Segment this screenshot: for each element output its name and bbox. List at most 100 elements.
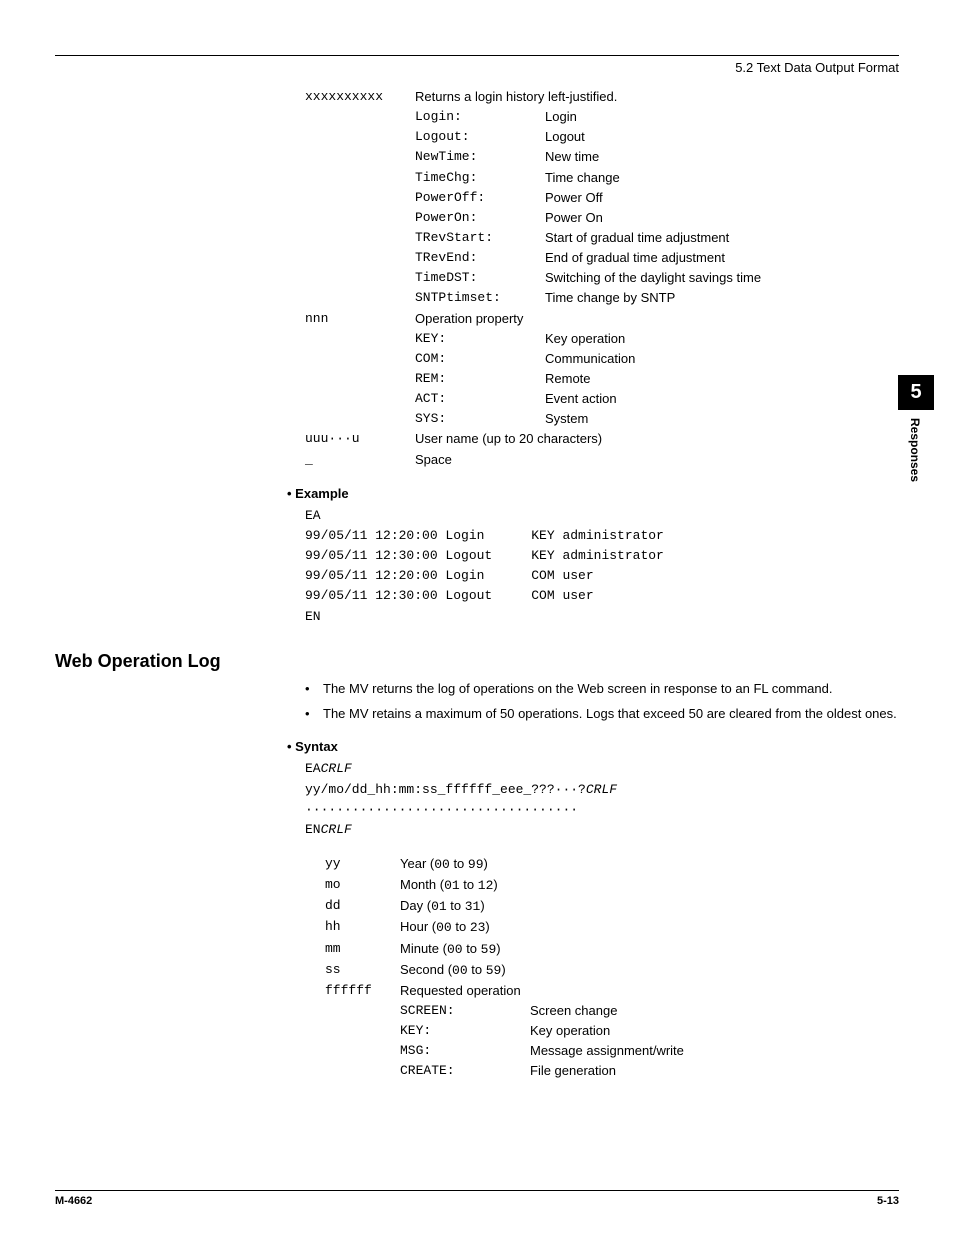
param-label: Requested operation bbox=[400, 981, 521, 1001]
param-sub-row: CREATE:File generation bbox=[325, 1061, 899, 1081]
definition-row: ACT:Event action bbox=[305, 389, 899, 409]
def-key bbox=[305, 127, 415, 147]
def-desc: Time change bbox=[545, 168, 899, 188]
param-key: ss bbox=[325, 960, 400, 981]
example-code: EA 99/05/11 12:20:00 Login KEY administr… bbox=[305, 506, 899, 627]
definition-row: SYS:System bbox=[305, 409, 899, 429]
definition-row: Login:Login bbox=[305, 107, 899, 127]
def-code: TimeDST: bbox=[415, 268, 545, 288]
definition-row: COM:Communication bbox=[305, 349, 899, 369]
param-key: ffffff bbox=[325, 981, 400, 1001]
param-key: yy bbox=[325, 854, 400, 875]
def-desc: Switching of the daylight savings time bbox=[545, 268, 899, 288]
def-desc: New time bbox=[545, 147, 899, 167]
def-key: xxxxxxxxxx bbox=[305, 87, 415, 107]
footer: M-4662 5-13 bbox=[55, 1190, 899, 1207]
bullet-text: The MV returns the log of operations on … bbox=[323, 680, 899, 699]
def-code: KEY: bbox=[415, 329, 545, 349]
chapter-number: 5 bbox=[898, 375, 934, 410]
definition-row: _Space bbox=[305, 450, 899, 470]
param-key: dd bbox=[325, 896, 400, 917]
param-sub-code: CREATE: bbox=[400, 1061, 530, 1081]
param-sub-code: MSG: bbox=[400, 1041, 530, 1061]
param-sub-desc: File generation bbox=[530, 1061, 899, 1081]
footer-right: 5-13 bbox=[877, 1195, 899, 1207]
def-desc: Operation property bbox=[415, 309, 899, 329]
syntax-l1b: CRLF bbox=[321, 761, 352, 776]
def-code: Login: bbox=[415, 107, 545, 127]
syntax-section: Syntax EACRLF yy/mo/dd_hh:mm:ss_ffffff_e… bbox=[305, 737, 899, 1081]
param-ffffff: ffffff Requested operation bbox=[325, 981, 899, 1001]
definition-row: REM:Remote bbox=[305, 369, 899, 389]
definition-row: TimeDST:Switching of the daylight saving… bbox=[305, 268, 899, 288]
definition-row: Logout:Logout bbox=[305, 127, 899, 147]
definition-row: NewTime:New time bbox=[305, 147, 899, 167]
def-key bbox=[305, 107, 415, 127]
param-sub-row: KEY:Key operation bbox=[325, 1021, 899, 1041]
def-desc: Power On bbox=[545, 208, 899, 228]
param-row: ssSecond (00 to 59) bbox=[325, 960, 899, 981]
param-sub-row: SCREEN:Screen change bbox=[325, 1001, 899, 1021]
def-desc: Remote bbox=[545, 369, 899, 389]
definition-row: SNTPtimset:Time change by SNTP bbox=[305, 288, 899, 308]
def-code: PowerOff: bbox=[415, 188, 545, 208]
param-sub-row: MSG:Message assignment/write bbox=[325, 1041, 899, 1061]
def-key bbox=[305, 288, 415, 308]
example-heading: Example bbox=[287, 484, 899, 504]
definition-row: uuu···uUser name (up to 20 characters) bbox=[305, 429, 899, 449]
param-desc: Second (00 to 59) bbox=[400, 960, 506, 981]
syntax-heading: Syntax bbox=[287, 737, 899, 757]
def-desc: User name (up to 20 characters) bbox=[415, 429, 899, 449]
section-title: Web Operation Log bbox=[55, 651, 899, 672]
def-desc: Communication bbox=[545, 349, 899, 369]
def-code: TRevStart: bbox=[415, 228, 545, 248]
param-sub-desc: Key operation bbox=[530, 1021, 899, 1041]
bullet-text: The MV retains a maximum of 50 operation… bbox=[323, 705, 899, 724]
param-row: yyYear (00 to 99) bbox=[325, 854, 899, 875]
syntax-code: EACRLF yy/mo/dd_hh:mm:ss_ffffff_eee_???·… bbox=[305, 759, 899, 840]
param-row: hhHour (00 to 23) bbox=[325, 917, 899, 938]
def-key bbox=[305, 268, 415, 288]
def-desc: Login bbox=[545, 107, 899, 127]
definition-row: PowerOff:Power Off bbox=[305, 188, 899, 208]
def-desc: Returns a login history left-justified. bbox=[415, 87, 899, 107]
def-desc: Key operation bbox=[545, 329, 899, 349]
def-key bbox=[305, 248, 415, 268]
definition-row: xxxxxxxxxxReturns a login history left-j… bbox=[305, 87, 899, 107]
def-code: SNTPtimset: bbox=[415, 288, 545, 308]
def-code: Logout: bbox=[415, 127, 545, 147]
param-sub-code: KEY: bbox=[400, 1021, 530, 1041]
param-desc: Day (01 to 31) bbox=[400, 896, 485, 917]
definition-row: TRevStart:Start of gradual time adjustme… bbox=[305, 228, 899, 248]
param-desc: Minute (00 to 59) bbox=[400, 939, 501, 960]
syntax-l4a: EN bbox=[305, 822, 321, 837]
table-block: xxxxxxxxxxReturns a login history left-j… bbox=[305, 87, 899, 470]
syntax-l1a: EA bbox=[305, 761, 321, 776]
param-sub-desc: Screen change bbox=[530, 1001, 899, 1021]
def-desc: Time change by SNTP bbox=[545, 288, 899, 308]
def-code: REM: bbox=[415, 369, 545, 389]
param-desc: Year (00 to 99) bbox=[400, 854, 488, 875]
def-code: TimeChg: bbox=[415, 168, 545, 188]
param-row: mmMinute (00 to 59) bbox=[325, 939, 899, 960]
param-desc: Hour (00 to 23) bbox=[400, 917, 490, 938]
definition-row: TimeChg:Time change bbox=[305, 168, 899, 188]
param-row: moMonth (01 to 12) bbox=[325, 875, 899, 896]
syntax-l2a: yy/mo/dd_hh:mm:ss_ffffff_eee_???···? bbox=[305, 782, 586, 797]
def-key bbox=[305, 409, 415, 429]
bullet-dot: • bbox=[305, 705, 323, 724]
def-desc: End of gradual time adjustment bbox=[545, 248, 899, 268]
param-key: mo bbox=[325, 875, 400, 896]
def-desc: Event action bbox=[545, 389, 899, 409]
syntax-l3: ··································· bbox=[305, 802, 578, 817]
bullet-dot: • bbox=[305, 680, 323, 699]
param-sub-desc: Message assignment/write bbox=[530, 1041, 899, 1061]
def-key bbox=[305, 389, 415, 409]
example-section: Example EA 99/05/11 12:20:00 Login KEY a… bbox=[305, 484, 899, 627]
header-rule bbox=[55, 55, 899, 56]
def-key bbox=[305, 188, 415, 208]
body-bullet: •The MV retains a maximum of 50 operatio… bbox=[305, 705, 899, 724]
param-sub-rows: SCREEN:Screen changeKEY:Key operationMSG… bbox=[305, 1001, 899, 1082]
def-desc: Logout bbox=[545, 127, 899, 147]
definition-row: TRevEnd:End of gradual time adjustment bbox=[305, 248, 899, 268]
